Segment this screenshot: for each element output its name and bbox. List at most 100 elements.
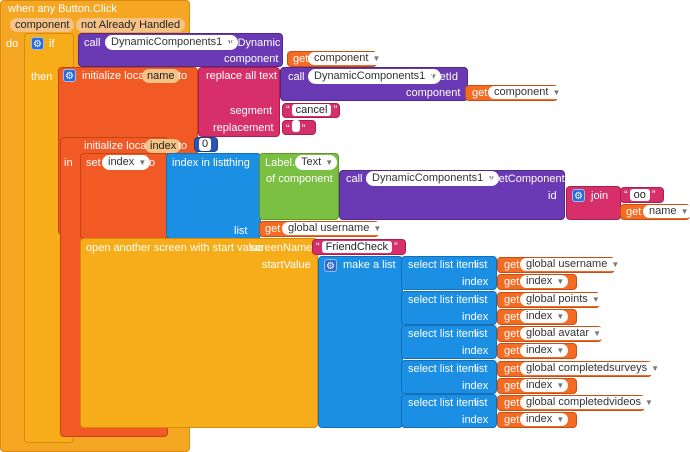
segment-label: segment xyxy=(230,105,273,117)
chevron-down-icon: ▼ xyxy=(593,329,601,338)
join-mutator-gear-icon[interactable]: ⚙ xyxy=(572,189,585,202)
screen-name-value[interactable]: FriendCheck xyxy=(321,241,393,253)
get-index-dropdown[interactable]: index ▼ xyxy=(520,344,569,357)
replace-all-text-block[interactable] xyxy=(198,67,280,137)
select-list-item-label: select list item xyxy=(408,259,478,271)
select-list-item-block[interactable] xyxy=(401,394,497,428)
select-list-item-label: select list item xyxy=(408,363,478,375)
do-label: do xyxy=(6,38,19,50)
get-index-label: get xyxy=(504,414,520,426)
select-list-item-label: select list item xyxy=(408,294,478,306)
get-component-component-dropdown[interactable]: DynamicComponents1 ▼ xyxy=(366,171,500,186)
join-string-value[interactable]: oo xyxy=(629,189,650,201)
is-dynamic-component-dropdown[interactable]: DynamicComponents1 ▼ xyxy=(105,35,239,50)
index-in-list-block[interactable] xyxy=(166,153,261,239)
list-get-label: get xyxy=(265,223,281,235)
make-list-label: make a list xyxy=(343,259,396,271)
get-index-value: index xyxy=(526,413,553,425)
get-global-var-dropdown[interactable]: global completedsurveys ▼ xyxy=(520,362,664,375)
event-title: when any Button.Click xyxy=(8,3,117,15)
get-index-value: index xyxy=(526,379,553,391)
is-dynamic-component-value: DynamicComponents1 xyxy=(111,36,223,48)
set-var-value: index xyxy=(108,156,135,168)
get-id-component-value: DynamicComponents1 xyxy=(314,70,426,82)
get-index-dropdown[interactable]: index ▼ xyxy=(520,275,569,288)
get-index-dropdown[interactable]: index ▼ xyxy=(520,413,569,426)
start-value-label: startValue xyxy=(262,259,311,271)
thing-label: thing xyxy=(226,157,250,169)
init-name-var[interactable]: name xyxy=(142,69,180,83)
list-get-value: global username xyxy=(288,222,370,234)
get-name-dropdown[interactable]: name ▼ xyxy=(643,205,690,218)
init-name-to: to xyxy=(178,70,188,82)
chevron-down-icon: ▼ xyxy=(556,346,565,355)
get-index-dropdown[interactable]: index ▼ xyxy=(520,310,569,323)
chevron-down-icon: ▼ xyxy=(325,158,334,167)
get-global-var-dropdown[interactable]: global points ▼ xyxy=(520,293,604,306)
select-index-label: index xyxy=(462,414,489,426)
get-global-var-value: global points xyxy=(526,293,588,305)
get-global-var-dropdown[interactable]: global username ▼ xyxy=(520,258,624,271)
label-prop-dropdown[interactable]: Text ▼ xyxy=(295,155,338,170)
label-prop-value: Text xyxy=(301,156,322,168)
chevron-down-icon: ▼ xyxy=(556,277,565,286)
get-component-dropdown[interactable]: component ▼ xyxy=(308,52,385,65)
make-list-mutator-gear-icon[interactable]: ⚙ xyxy=(324,259,337,272)
get-name-label: get xyxy=(626,206,642,218)
get-id-component-dropdown[interactable]: DynamicComponents1 ▼ xyxy=(308,69,442,84)
select-index-label: index xyxy=(462,380,489,392)
event-param-not-handled[interactable]: not Already Handled xyxy=(76,18,186,32)
event-param-component[interactable]: component xyxy=(10,18,75,32)
get-component-value: component xyxy=(314,52,369,64)
get-index-dropdown[interactable]: index ▼ xyxy=(520,379,569,392)
segment-string: “cancel” xyxy=(286,104,338,116)
replace-label: replace all text xyxy=(206,70,277,82)
if-mutator-gear-icon[interactable]: ⚙ xyxy=(31,37,44,50)
chevron-down-icon: ▼ xyxy=(372,54,381,63)
get-index-value: index xyxy=(526,344,553,356)
get-global-var-label: get xyxy=(504,363,520,375)
get-label: get xyxy=(293,53,309,65)
select-list-item-block[interactable] xyxy=(401,360,497,394)
get-global-var-value: global username xyxy=(526,258,608,270)
get-global-var-dropdown[interactable]: global completedvideos ▼ xyxy=(520,396,657,409)
replacement-value[interactable] xyxy=(291,120,300,132)
select-list-item-label: select list item xyxy=(408,328,478,340)
select-list-item-block[interactable] xyxy=(401,256,497,290)
select-index-label: index xyxy=(462,276,489,288)
select-list-item-block[interactable] xyxy=(401,325,497,359)
screen-name-label: screenName xyxy=(250,242,313,254)
get-global-var-dropdown[interactable]: global avatar ▼ xyxy=(520,327,605,340)
set-label: set xyxy=(86,157,101,169)
replacement-label: replacement xyxy=(213,122,274,134)
in-label: in xyxy=(64,157,73,169)
list-label: list xyxy=(234,225,248,237)
set-var-dropdown[interactable]: index ▼ xyxy=(102,155,151,170)
get-global-var-label: get xyxy=(504,259,520,271)
chevron-down-icon: ▼ xyxy=(373,224,382,233)
open-screen-block[interactable] xyxy=(80,238,318,428)
number-zero-value[interactable]: 0 xyxy=(199,138,212,151)
select-list-label: list xyxy=(474,259,488,271)
select-list-label: list xyxy=(474,328,488,340)
then-label: then xyxy=(31,71,53,83)
make-a-list-block[interactable] xyxy=(318,256,403,428)
init-index-label: initialize local xyxy=(84,140,149,152)
chevron-down-icon: ▼ xyxy=(556,381,565,390)
join-string: “oo” xyxy=(624,189,656,201)
list-get-dropdown[interactable]: global username ▼ xyxy=(282,222,386,235)
select-list-item-block[interactable] xyxy=(401,291,497,325)
join-label: join xyxy=(591,190,609,202)
chevron-down-icon: ▼ xyxy=(138,158,147,167)
get-global-var-value: global avatar xyxy=(526,327,589,339)
init-name-mutator-gear-icon[interactable]: ⚙ xyxy=(63,69,76,82)
select-list-label: list xyxy=(474,363,488,375)
chevron-down-icon: ▼ xyxy=(651,364,660,373)
open-screen-label: open another screen with start value xyxy=(86,242,264,254)
init-index-var[interactable]: index xyxy=(145,139,182,153)
get-component-dropdown-2[interactable]: component ▼ xyxy=(488,86,565,99)
segment-value[interactable]: cancel xyxy=(291,104,332,116)
id-label: id xyxy=(548,190,557,202)
select-index-label: index xyxy=(462,345,489,357)
get-global-var-value: global completedvideos xyxy=(526,396,641,408)
